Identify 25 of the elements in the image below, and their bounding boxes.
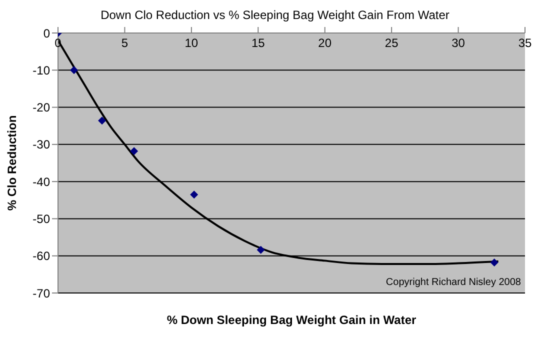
point <box>98 116 106 125</box>
x-tick-label: 5 <box>121 36 128 50</box>
point <box>70 66 78 74</box>
y-tick-label: 0 <box>43 26 50 40</box>
y-tick-label: -20 <box>32 100 50 115</box>
point <box>490 258 498 267</box>
point <box>130 147 138 156</box>
x-tick-label: 10 <box>184 36 198 50</box>
y-tick-label: -30 <box>32 138 50 152</box>
x-tick-label: 35 <box>518 36 532 50</box>
point <box>190 190 198 199</box>
x-tick-label: 20 <box>318 36 332 50</box>
chart-title: Down Clo Reduction vs % Sleeping Bag Weight Gain From Water <box>100 8 450 22</box>
y-tick-label: -50 <box>32 212 50 226</box>
y-tick-label: -10 <box>32 63 50 78</box>
annotation: Copyright Richard Nisley 2008 <box>386 277 521 288</box>
y-tick-label: -70 <box>32 286 50 300</box>
point <box>256 246 265 254</box>
y-tick-label: -40 <box>32 174 50 189</box>
x-axis-title: % Down Sleeping Bag Weight Gain in Water <box>166 313 418 327</box>
x-tick-label: 30 <box>452 36 466 50</box>
x-tick-label: 25 <box>384 36 399 50</box>
x-tick-label: 15 <box>251 36 266 50</box>
y-axis-title: % Clo Reduction <box>5 114 19 210</box>
y-tick-label: -60 <box>32 249 50 264</box>
